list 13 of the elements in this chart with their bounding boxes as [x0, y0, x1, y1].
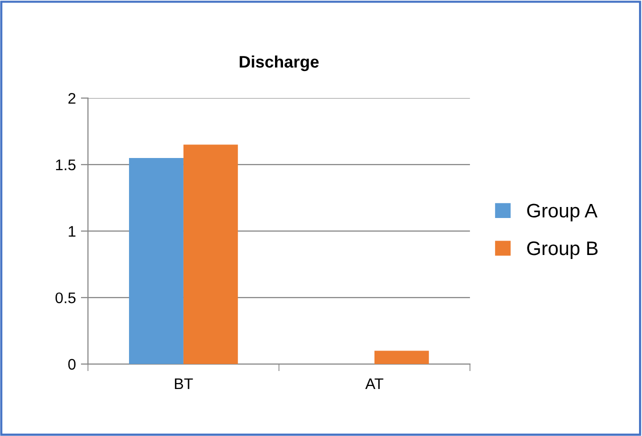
bar — [374, 350, 429, 364]
y-tick-label: 1 — [68, 226, 76, 237]
legend-label: Group B — [527, 241, 598, 260]
y-tick-label: 2 — [68, 92, 76, 104]
bar — [183, 144, 238, 364]
y-tick-label: 0 — [68, 358, 76, 370]
x-tick-label: BT — [174, 378, 193, 390]
x-tick-label: AT — [365, 378, 384, 390]
y-tick-label: 1.5 — [56, 160, 76, 170]
bar — [129, 158, 184, 364]
y-tick-label: 0.5 — [56, 292, 76, 304]
chart-title: Discharge — [240, 55, 319, 72]
legend-label: Group A — [527, 204, 598, 222]
